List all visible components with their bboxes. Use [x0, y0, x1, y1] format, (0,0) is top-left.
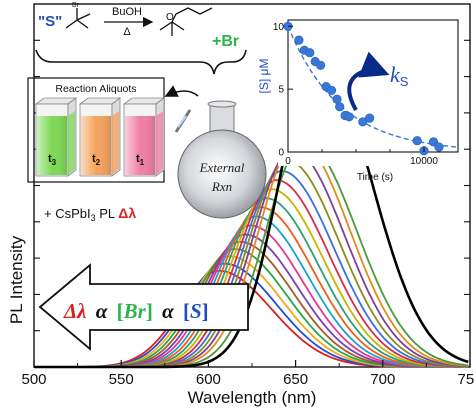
cuvette-label-index: 2: [96, 158, 101, 167]
inset-x-tick-label: 0: [285, 156, 291, 167]
cuvette-label: t3: [48, 153, 57, 167]
ks-curved-arrow: [347, 51, 390, 111]
pl-caption-main: + CsPbI: [44, 206, 91, 221]
cuvette-label: t1: [136, 153, 145, 167]
cuvette: t1: [122, 97, 166, 177]
br-atom: Br: [72, 2, 80, 9]
arrow-s: S: [190, 299, 202, 323]
inset-data-point: [344, 112, 354, 122]
main-chart: 500550600650700750 Wavelength (nm) PL In…: [7, 3, 474, 407]
inset-data-point: [305, 48, 315, 58]
inset-y-tick-label: 0: [278, 148, 284, 159]
inset-x-tick-label: 10000: [410, 156, 438, 167]
main-x-tick-label: 700: [370, 371, 395, 388]
cuvette-label-t: t: [136, 153, 140, 165]
arrow-alpha-2: α: [162, 299, 174, 323]
pl-caption: + CsPbI3 PL Δλ: [44, 205, 136, 223]
reagent-label: BuOH: [112, 6, 142, 18]
inset-chart: 0 10000 0 5 10 Time (s) [S] μM kS: [257, 16, 464, 183]
arrow-alpha-1: α: [96, 299, 108, 323]
inset-data-point: [335, 102, 345, 112]
arrow-br: Br: [123, 299, 147, 323]
cuvette-label-index: 3: [52, 158, 57, 167]
shift-arrow-shape: [38, 263, 249, 351]
cuvette: t3: [34, 97, 78, 177]
arrow-delta-lambda: Δλ: [63, 299, 87, 323]
main-x-tick-label: 600: [196, 371, 221, 388]
cuvette-shine: [125, 116, 155, 175]
inset-y-tick-label: 10: [273, 22, 285, 33]
cuvette-label-index: 1: [140, 158, 145, 167]
cuvette-liquid-side: [156, 111, 163, 175]
inset-data-point: [412, 136, 422, 146]
inset-x-axis-label: Time (s): [357, 172, 393, 183]
main-x-tick-label: 750: [457, 371, 474, 388]
inset-y-tick-label: 5: [278, 85, 284, 96]
cuvette-shine: [37, 116, 67, 175]
flask-label-external: External: [199, 160, 245, 175]
inset-data-point: [326, 85, 337, 95]
inset-data-point: [294, 35, 304, 45]
scheme-bracket: [35, 49, 247, 75]
cuvette-liquid-side: [112, 111, 119, 175]
pipette-icon: [174, 109, 192, 133]
inset-frame: [287, 19, 459, 153]
arrow-s-open: [: [183, 299, 190, 323]
ks-subscript: S: [400, 74, 409, 89]
aliquots-title: Reaction Aliquots: [55, 83, 136, 95]
flask-label-rxn: Rxn: [211, 179, 232, 194]
ks-symbol: k: [390, 62, 401, 87]
aliquot-arrow: [164, 85, 199, 97]
product-oxygen: O: [166, 12, 174, 23]
pl-caption-subscript: 3: [91, 213, 96, 223]
main-y-ticks: [34, 39, 470, 332]
cuvettes: t3 t2 t1: [34, 97, 166, 177]
inset-fit-curve: [287, 26, 458, 148]
inset-y-axis-label: [S] μM: [257, 59, 271, 94]
heat-label: Δ: [123, 26, 131, 38]
bromide-byproduct: +Br: [212, 33, 239, 50]
s-label: "S": [38, 13, 62, 30]
pl-curve: [34, 53, 469, 369]
cuvette-label-t: t: [48, 153, 52, 165]
arrow-s-close: ]: [202, 299, 209, 323]
flask-icon: [177, 100, 267, 219]
product-structure: [159, 7, 213, 36]
main-y-axis-label: PL Intensity: [7, 235, 26, 324]
arrow-br-open: [: [117, 299, 124, 323]
inset-x-ticks: 0 10000: [285, 147, 438, 167]
pl-curves: [34, 53, 469, 369]
shift-arrow-text: Δλ α [Br] α [S]: [63, 299, 209, 323]
main-x-axis-label: Wavelength (nm): [188, 388, 317, 407]
shift-arrow: Δλ α [Br] α [S]: [38, 263, 249, 351]
cuvette-shine: [81, 116, 111, 175]
pl-caption-delta-lambda: Δλ: [118, 205, 136, 221]
cuvette-label: t2: [92, 153, 101, 167]
inset-data-point: [365, 113, 375, 123]
reaction-scheme: "S" Br BuOH Δ O +Br Reaction Aliquots t3…: [27, 2, 267, 223]
main-x-tick-label: 650: [283, 371, 308, 388]
ks-label: kS: [390, 62, 409, 89]
reactant-structure: [65, 8, 91, 29]
main-x-ticks: 500 550 600 650 700 750: [21, 360, 474, 388]
pl-caption-tail: PL: [96, 206, 119, 221]
inset-data-point: [316, 60, 326, 70]
inset-y-ticks: 0 5 10: [273, 22, 293, 159]
cuvette: t2: [78, 97, 122, 177]
cuvette-label-t: t: [92, 153, 96, 165]
main-x-tick-label: 550: [109, 371, 134, 388]
cuvette-liquid-side: [68, 111, 75, 175]
main-x-tick-label: 500: [21, 371, 46, 388]
inset-data-point: [434, 142, 444, 152]
arrow-br-close: ]: [146, 299, 153, 323]
